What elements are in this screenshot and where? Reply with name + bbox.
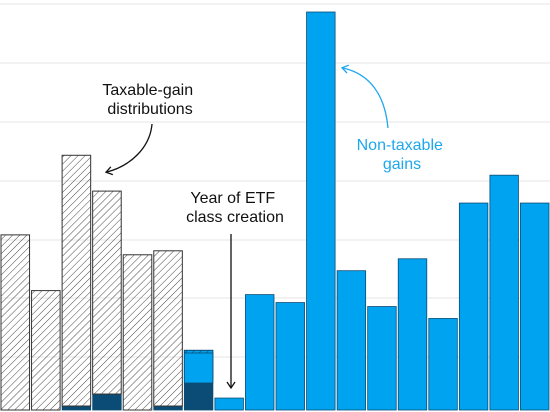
bar-nontaxable: [336, 270, 367, 411]
bars: [0, 11, 550, 411]
annotation-taxable: Taxable-gain distributions: [102, 82, 197, 118]
bar-nontaxable: [428, 318, 458, 411]
bar-group: [153, 250, 183, 411]
bar-taxable: [0, 234, 31, 411]
bar-nontaxable: [489, 174, 519, 411]
bar-nontaxable: [520, 202, 550, 411]
bar-taxable: [92, 190, 122, 395]
bar-group: [0, 234, 31, 411]
bar-nontaxable: [397, 258, 428, 411]
annotation-nontaxable-arrow: [340, 64, 389, 129]
annotation-nontaxable: Non-taxable gains: [357, 137, 448, 173]
bar-nontaxable: [306, 11, 336, 411]
annotation-etf: Year of ETF class creation: [186, 190, 284, 226]
bar-taxable: [122, 254, 153, 411]
bar-group: [61, 154, 92, 411]
bar-nontaxable: [153, 405, 183, 411]
bar-nontaxable: [214, 397, 244, 411]
annotation-nontaxable-line-1: Non-taxable: [357, 137, 443, 154]
bar-nontaxable: [275, 302, 305, 411]
bar-group: [122, 254, 153, 411]
bar-group: [275, 302, 305, 411]
annotation-taxable-line-2: distributions: [107, 101, 192, 118]
bar-group: [428, 318, 458, 411]
bar-group: [306, 11, 336, 411]
bar-nontaxable-top: [183, 352, 214, 384]
annotation-taxable-arrow: [104, 123, 153, 176]
bar-group: [520, 202, 550, 411]
bar-group: [245, 294, 275, 411]
annotation-etf-line-2: class creation: [186, 209, 284, 226]
annotations: Taxable-gain distributions Year of ETF c…: [102, 64, 448, 390]
annotation-taxable-line-1: Taxable-gain: [102, 82, 193, 99]
gridlines: [0, 3, 550, 358]
bar-taxable: [31, 290, 61, 411]
bar-group: [489, 174, 519, 411]
bar-group: [92, 190, 122, 411]
bar-nontaxable: [245, 294, 275, 411]
bar-taxable: [61, 154, 92, 407]
bar-group: [367, 306, 397, 411]
bar-nontaxable: [92, 393, 122, 411]
bar-nontaxable: [61, 405, 92, 411]
bar-taxable: [153, 250, 183, 407]
bar-nontaxable: [458, 202, 489, 411]
bar-group: [397, 258, 428, 411]
bar-group: [336, 270, 367, 411]
bar-group: [214, 397, 244, 411]
bar-group: [458, 202, 489, 411]
bar-nontaxable: [183, 377, 214, 411]
annotation-etf-line-1: Year of ETF: [190, 190, 275, 207]
annotation-nontaxable-line-2: gains: [383, 156, 421, 173]
bar-nontaxable: [367, 306, 397, 411]
bar-group: [31, 290, 61, 411]
